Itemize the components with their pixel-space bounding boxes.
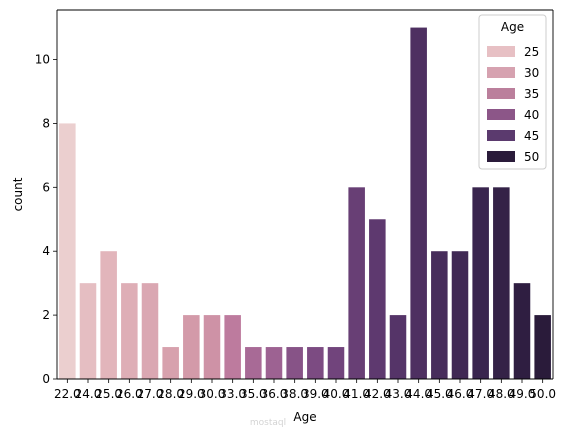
legend-items: 25 30 35 40 45 50 <box>487 45 539 164</box>
x-tick-label: 33.0 <box>219 387 246 401</box>
watermark-text: mostaql <box>250 418 286 428</box>
bar-26.0 <box>121 283 138 379</box>
bar-41.0 <box>348 187 365 379</box>
x-tick-label: 22.0 <box>54 387 81 401</box>
bar-50.0 <box>534 315 551 379</box>
bar-33.0 <box>224 315 241 379</box>
legend-swatch <box>487 67 515 78</box>
bar-39.0 <box>307 347 324 379</box>
x-tick-group: 22.024.025.026.027.028.029.030.033.035.0… <box>54 379 556 401</box>
bar-43.0 <box>389 315 407 379</box>
x-tick-label: 28.0 <box>157 387 184 401</box>
x-tick-label: 47.0 <box>467 387 494 401</box>
x-tick-label: 38.0 <box>281 387 308 401</box>
legend-swatch <box>487 88 515 99</box>
bar-29.0 <box>183 315 200 379</box>
y-tick-group: 0 2 4 6 8 10 <box>35 53 57 386</box>
x-tick-label: 45.0 <box>426 387 453 401</box>
x-tick-label: 30.0 <box>199 387 226 401</box>
y-tick-label: 10 <box>35 53 50 67</box>
x-axis-label: Age <box>293 410 316 424</box>
bar-42.0 <box>369 219 386 379</box>
axes-group <box>56 9 554 380</box>
x-tick-label: 24.0 <box>75 387 102 401</box>
legend-swatch <box>487 109 515 120</box>
bar-38.0 <box>286 347 303 379</box>
bar-40.0 <box>327 347 345 379</box>
x-tick-label: 25.0 <box>95 387 122 401</box>
y-axis-label: count <box>11 177 25 211</box>
legend-swatch <box>487 46 515 57</box>
bar-27.0 <box>141 283 159 379</box>
x-tick-label: 39.0 <box>302 387 329 401</box>
legend-label: 30 <box>524 66 539 80</box>
legend-swatch <box>487 130 515 141</box>
y-tick-label: 6 <box>42 180 50 194</box>
x-tick-label: 27.0 <box>137 387 164 401</box>
bar-45.0 <box>431 251 448 379</box>
bar-25.0 <box>100 251 117 379</box>
x-tick-label: 44.0 <box>405 387 432 401</box>
bars-group <box>59 27 551 379</box>
legend-swatch <box>487 151 515 162</box>
x-tick-label: 50.0 <box>529 387 556 401</box>
x-tick-label: 48.0 <box>488 387 515 401</box>
legend-label: 35 <box>524 87 539 101</box>
bar-30.0 <box>203 315 221 379</box>
x-tick-label: 29.0 <box>178 387 205 401</box>
legend-label: 40 <box>524 108 539 122</box>
y-tick-label: 0 <box>42 372 50 386</box>
legend-title: Age <box>501 20 524 34</box>
y-tick-label: 2 <box>42 308 50 322</box>
bar-36.0 <box>265 347 283 379</box>
y-tick-label: 4 <box>42 244 50 258</box>
bar-24.0 <box>79 283 97 379</box>
bar-22.0 <box>59 123 76 379</box>
bar-35.0 <box>245 347 262 379</box>
bar-48.0 <box>493 187 510 379</box>
legend-label: 45 <box>524 129 539 143</box>
bar-44.0 <box>410 27 427 379</box>
y-tick-label: 8 <box>42 116 50 130</box>
x-tick-label: 40.0 <box>323 387 350 401</box>
x-tick-label: 41.0 <box>343 387 370 401</box>
x-tick-label: 46.0 <box>447 387 474 401</box>
bar-47.0 <box>472 187 489 379</box>
x-tick-label: 43.0 <box>385 387 412 401</box>
x-tick-label: 49.0 <box>509 387 536 401</box>
bar-46.0 <box>451 251 469 379</box>
x-tick-label: 26.0 <box>116 387 143 401</box>
legend-label: 25 <box>524 45 539 59</box>
legend: Age 25 30 35 40 45 50 <box>478 14 547 170</box>
x-tick-label: 42.0 <box>364 387 391 401</box>
x-tick-label: 36.0 <box>261 387 288 401</box>
bar-28.0 <box>162 347 179 379</box>
x-tick-label: 35.0 <box>240 387 267 401</box>
legend-label: 50 <box>524 150 539 164</box>
bar-49.0 <box>513 283 531 379</box>
